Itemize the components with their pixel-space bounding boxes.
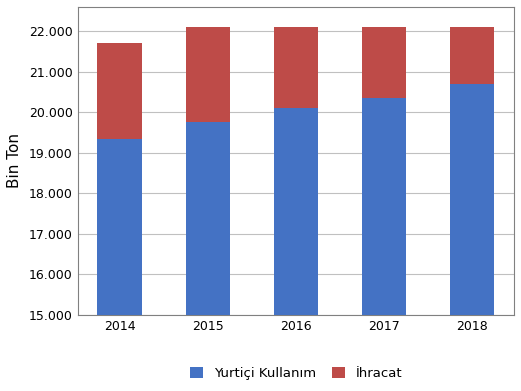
Bar [97,43,142,138]
Bar [97,138,142,315]
Bar [274,27,318,108]
Bar [362,27,406,98]
Bar [362,98,406,315]
Bar [450,27,494,84]
Bar [274,108,318,315]
Y-axis label: Bin Ton: Bin Ton [7,133,22,188]
Bar [185,122,230,315]
Legend: Yurtiçi Kullanım, İhracat: Yurtiçi Kullanım, İhracat [184,361,407,385]
Bar [450,84,494,315]
Bar [185,27,230,122]
